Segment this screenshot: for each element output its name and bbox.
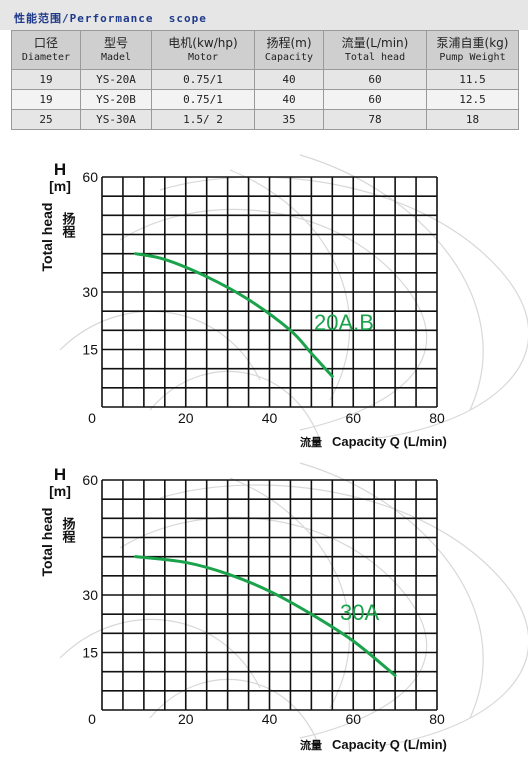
background-swirl	[159, 176, 528, 441]
y-axis-letter: H	[54, 465, 66, 484]
background-swirl	[229, 477, 351, 709]
background-swirl	[119, 516, 428, 739]
cell: 18	[426, 109, 519, 130]
col-pump-weight: 泵浦自重(kg) Pump Weight	[426, 30, 519, 70]
col-capacity: 扬程(m) Capacity	[254, 30, 324, 70]
y-axis-title-cn: 扬程	[60, 516, 76, 544]
cell: 40	[254, 89, 324, 110]
col-total-head: 流量(L/min) Total head	[323, 30, 427, 70]
chart-grid	[101, 176, 438, 408]
y-tick-label: 60	[82, 472, 98, 488]
x-axis-title: Capacity Q (L/min)	[332, 737, 447, 752]
cell: 60	[323, 69, 427, 90]
y-axis-title-cn: 扬程	[60, 211, 76, 239]
y-axis-unit: [m]	[49, 483, 71, 499]
x-axis-title-cn: 流量	[300, 435, 322, 449]
x-axis-title-cn: 流量	[300, 738, 322, 752]
background-swirl	[159, 484, 528, 749]
col-model: 型号 Madel	[80, 30, 152, 70]
background-swirl	[149, 370, 321, 441]
cell: 25	[11, 109, 81, 130]
cell: 40	[254, 69, 324, 90]
background-swirl	[299, 462, 484, 719]
performance-curve	[134, 555, 397, 677]
background-swirls	[59, 462, 528, 749]
cell: YS-20B	[80, 89, 152, 110]
x-tick-label: 0	[88, 711, 96, 727]
y-axis-title: Total head	[39, 203, 55, 272]
curve-label: 30A	[340, 600, 379, 625]
x-axis-title: Capacity Q (L/min)	[332, 434, 447, 449]
background-swirl	[59, 618, 261, 689]
x-tick-label: 20	[178, 410, 194, 426]
performance-curve	[134, 252, 334, 378]
cell: 1.5/ 2	[151, 109, 255, 130]
table-row: 25 YS-30A 1.5/ 2 35 78 18	[11, 109, 519, 130]
y-axis-unit: [m]	[49, 178, 71, 194]
x-tick-label: 20	[178, 711, 194, 727]
background-swirl	[299, 154, 484, 411]
table-row: 19 YS-20A 0.75/1 40 60 11.5	[11, 69, 519, 90]
background-swirl	[119, 208, 428, 431]
chart-grid	[101, 479, 438, 711]
x-tick-label: 60	[345, 711, 361, 727]
y-tick-label: 15	[82, 645, 98, 661]
x-tick-label: 80	[429, 711, 445, 727]
x-tick-label: 60	[345, 410, 361, 426]
background-swirls	[59, 154, 528, 441]
background-swirl	[149, 678, 321, 749]
page-title: 性能范围/Performance scope	[14, 12, 207, 25]
cell: 78	[323, 109, 427, 130]
x-tick-label: 40	[262, 410, 278, 426]
cell: YS-20A	[80, 69, 152, 90]
cell: 19	[11, 89, 81, 110]
col-diameter: 口径 Diameter	[11, 30, 81, 70]
cell: 0.75/1	[151, 69, 255, 90]
cell: 60	[323, 89, 427, 110]
y-tick-label: 30	[82, 284, 98, 300]
x-tick-label: 40	[262, 711, 278, 727]
cell: 12.5	[426, 89, 519, 110]
title-bar: 性能范围/Performance scope	[0, 0, 528, 30]
background-swirl	[59, 310, 261, 381]
col-motor: 电机(kw/hp) Motor	[151, 30, 255, 70]
cell: 0.75/1	[151, 89, 255, 110]
table-row: 19 YS-20B 0.75/1 40 60 12.5	[11, 89, 519, 110]
table-header-row: 口径 Diameter 型号 Madel 电机(kw/hp) Motor 扬程(m) C…	[11, 30, 519, 70]
curve-label: 20A.B	[314, 310, 374, 335]
y-tick-label: 30	[82, 587, 98, 603]
y-tick-label: 60	[82, 169, 98, 185]
cell: 35	[254, 109, 324, 130]
performance-table: 口径 Diameter 型号 Madel 电机(kw/hp) Motor 扬程(m) C…	[11, 30, 519, 130]
y-axis-letter: H	[54, 160, 66, 179]
cell: YS-30A	[80, 109, 152, 130]
x-tick-label: 80	[429, 410, 445, 426]
y-tick-label: 15	[82, 342, 98, 358]
background-swirl	[229, 169, 351, 401]
x-tick-label: 0	[88, 410, 96, 426]
y-axis-title: Total head	[39, 508, 55, 577]
cell: 19	[11, 69, 81, 90]
cell: 11.5	[426, 69, 519, 90]
